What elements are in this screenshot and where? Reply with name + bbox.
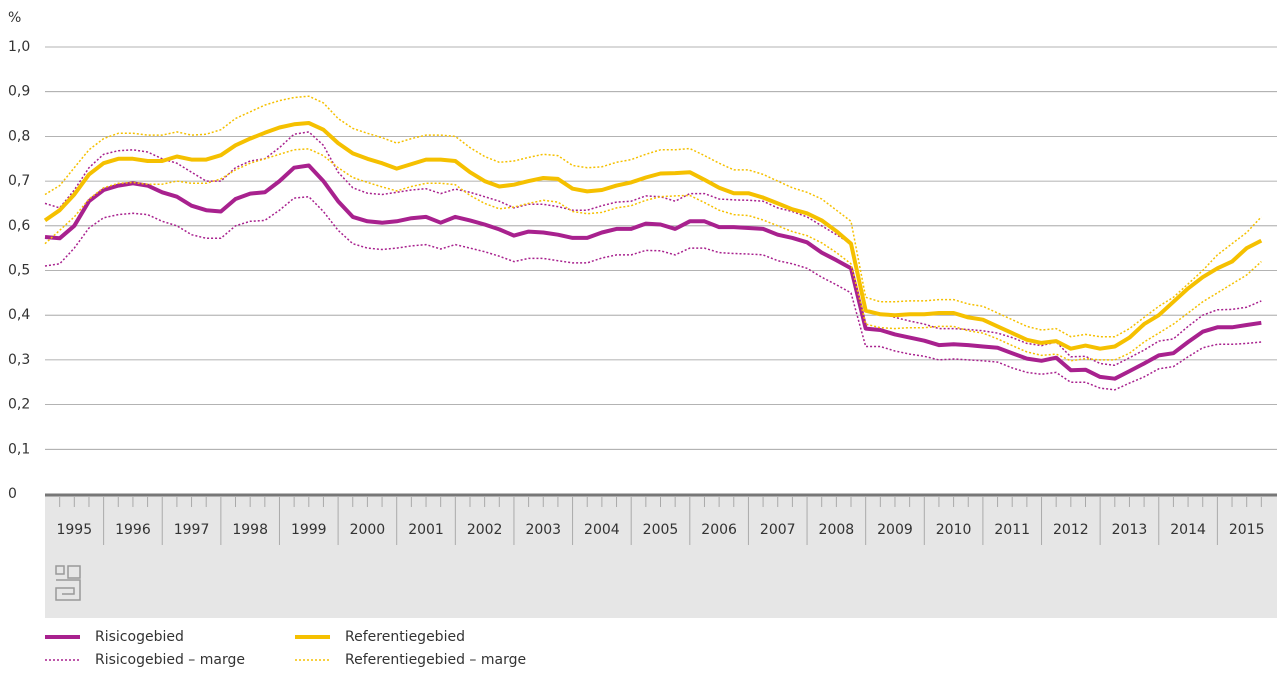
margin-upper-line [44, 131, 1262, 367]
x-tick-label: 2006 [701, 522, 737, 538]
legend-label: Risicogebied – marge [95, 652, 245, 668]
y-tick-label: 0,8 [8, 128, 30, 144]
logo [55, 565, 81, 601]
x-tick-label: 2001 [408, 522, 444, 538]
y-tick-label: 1,0 [8, 39, 30, 55]
margin-lower-line [44, 148, 1262, 362]
y-tick-label: 0,6 [8, 218, 30, 234]
margin-lower-line [44, 195, 1262, 391]
x-tick-label: 1995 [56, 522, 92, 538]
x-tick-label: 2003 [525, 522, 561, 538]
y-tick-label: 0,9 [8, 84, 30, 100]
x-tick-label: 2000 [350, 522, 386, 538]
x-tick-label: 2008 [819, 522, 855, 538]
x-tick-label: 2015 [1229, 522, 1265, 538]
series-line [44, 163, 1262, 381]
x-tick-label: 1998 [232, 522, 268, 538]
margin-upper-line [44, 95, 1262, 338]
axis-band [45, 496, 1277, 618]
y-unit: % [8, 10, 21, 26]
legend-label: Risicogebied [95, 629, 184, 645]
x-tick-label: 1997 [174, 522, 210, 538]
x-tick-label: 2004 [584, 522, 620, 538]
y-tick-label: 0,4 [8, 307, 30, 323]
x-tick-label: 2013 [1112, 522, 1148, 538]
legend-label: Referentiegebied – marge [345, 652, 526, 668]
x-tick-label: 2002 [467, 522, 503, 538]
series-line [43, 121, 1263, 351]
y-tick-label: 0,5 [8, 263, 30, 279]
x-tick-label: 2007 [760, 522, 796, 538]
x-tick-label: 2014 [1170, 522, 1206, 538]
x-tick-label: 2005 [643, 522, 679, 538]
y-tick-label: 0 [8, 486, 17, 502]
y-tick-label: 0,3 [8, 352, 30, 368]
y-tick-label: 0,7 [8, 173, 30, 189]
y-tick-label: 0,2 [8, 397, 30, 413]
x-tick-label: 2009 [877, 522, 913, 538]
x-tick-label: 2011 [994, 522, 1030, 538]
legend-label: Referentiegebied [345, 629, 465, 645]
x-tick-label: 1999 [291, 522, 327, 538]
y-tick-label: 0,1 [8, 441, 30, 457]
x-tick-label: 2012 [1053, 522, 1089, 538]
x-tick-label: 1996 [115, 522, 151, 538]
x-tick-label: 2010 [936, 522, 972, 538]
